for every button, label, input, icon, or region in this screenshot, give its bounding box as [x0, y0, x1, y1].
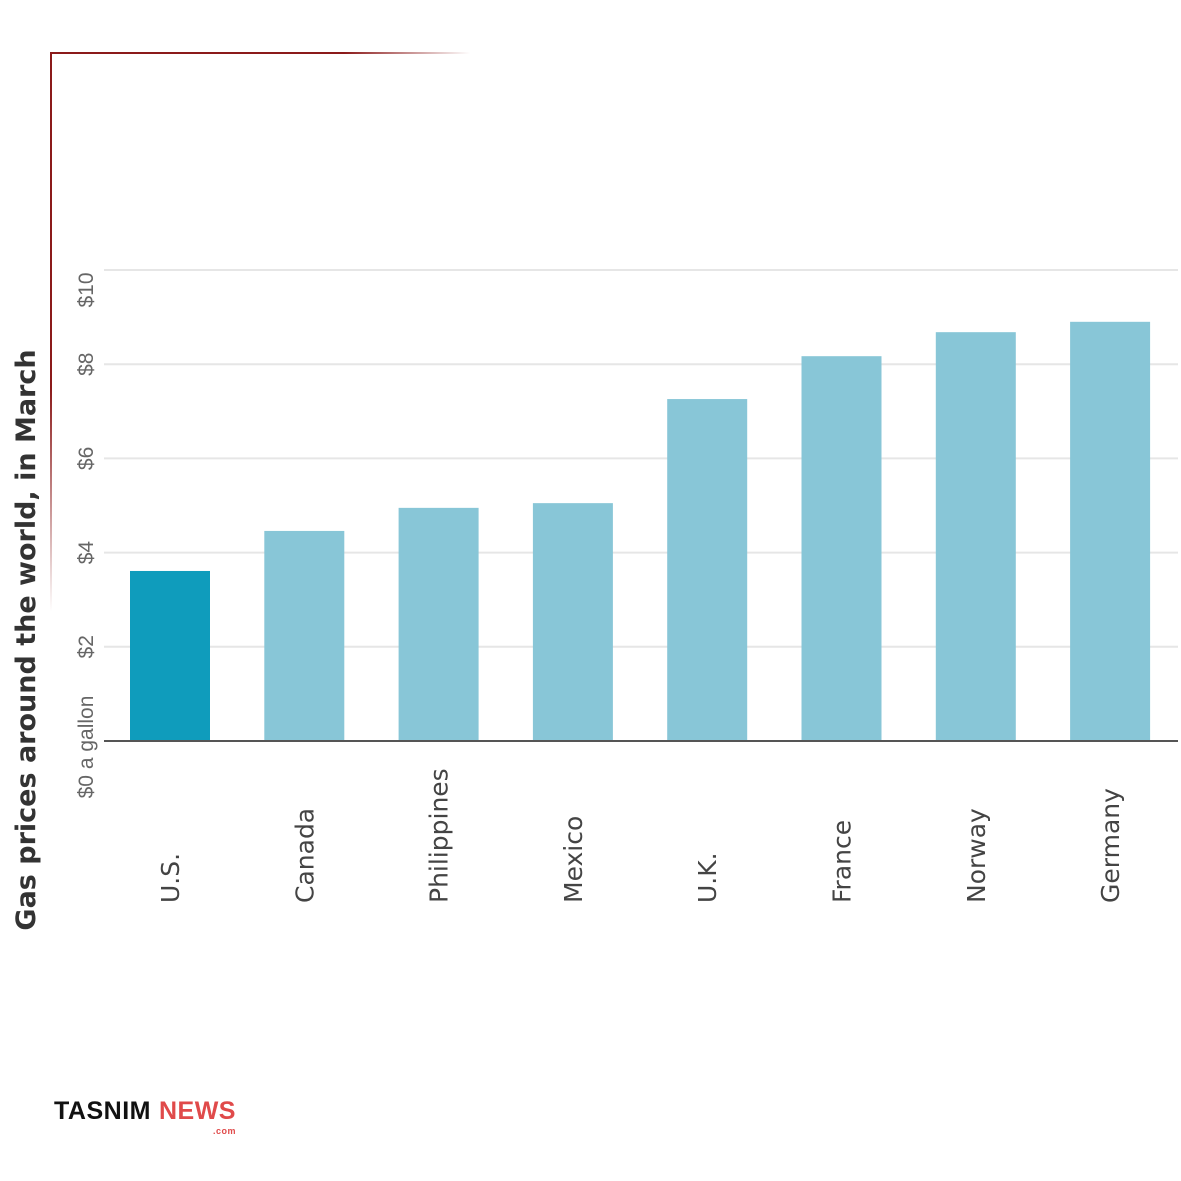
x-tick-label: U.S. — [156, 853, 185, 903]
x-tick-label: Canada — [290, 808, 319, 903]
logo-brand: TASNIM — [54, 1097, 151, 1125]
x-tick-label: Norway — [962, 808, 991, 903]
bar-canada — [264, 530, 345, 741]
bar-france — [801, 356, 882, 741]
x-tick-label: Mexico — [559, 816, 588, 903]
y-tick-label: $8 — [75, 353, 98, 376]
bar-mexico — [532, 503, 613, 741]
y-tick-label: $6 — [75, 447, 98, 470]
y-tick-label: $2 — [75, 635, 98, 658]
y-tick-label: $10 — [75, 272, 98, 307]
frame-top-line — [50, 52, 470, 54]
bar-philippines — [398, 507, 479, 741]
logo-accent: NEWS — [158, 1097, 236, 1125]
x-tick-label: France — [828, 820, 857, 903]
bar-uk — [667, 399, 748, 741]
chart-title: Gas prices around the world, in March — [11, 349, 42, 930]
frame-left-line — [50, 52, 52, 612]
bar-norway — [935, 332, 1016, 741]
x-tick-label: Philippines — [425, 768, 454, 903]
x-tick-label: Germany — [1096, 788, 1125, 903]
y-tick-label: $0 a gallon — [75, 696, 98, 799]
logo-suffix: .com — [212, 1126, 236, 1136]
x-tick-label: U.K. — [693, 852, 722, 903]
tasnim-news-logo: TASNIM NEWS .com — [54, 1097, 236, 1139]
y-tick-label: $4 — [75, 541, 98, 565]
bar-us — [130, 570, 210, 741]
bar-germany — [1070, 321, 1151, 741]
